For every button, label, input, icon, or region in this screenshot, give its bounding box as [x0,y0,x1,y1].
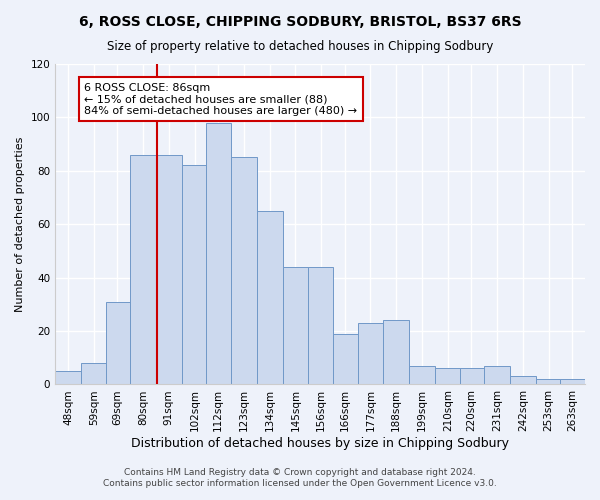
Bar [182,166,206,384]
Text: Contains HM Land Registry data © Crown copyright and database right 2024.
Contai: Contains HM Land Registry data © Crown c… [103,468,497,487]
Bar [106,302,130,384]
Bar [257,211,283,384]
Bar [283,267,308,384]
Bar [383,320,409,384]
Bar [484,366,510,384]
Bar [510,376,536,384]
Bar [206,123,231,384]
Bar [460,368,484,384]
Bar [560,379,585,384]
Text: 6 ROSS CLOSE: 86sqm
← 15% of detached houses are smaller (88)
84% of semi-detach: 6 ROSS CLOSE: 86sqm ← 15% of detached ho… [85,82,358,116]
Text: 6, ROSS CLOSE, CHIPPING SODBURY, BRISTOL, BS37 6RS: 6, ROSS CLOSE, CHIPPING SODBURY, BRISTOL… [79,15,521,29]
Bar [333,334,358,384]
Bar [308,267,333,384]
Bar [358,323,383,384]
Bar [435,368,460,384]
X-axis label: Distribution of detached houses by size in Chipping Sodbury: Distribution of detached houses by size … [131,437,509,450]
Bar [156,155,182,384]
Bar [409,366,435,384]
Bar [536,379,560,384]
Y-axis label: Number of detached properties: Number of detached properties [15,136,25,312]
Bar [55,371,81,384]
Text: Size of property relative to detached houses in Chipping Sodbury: Size of property relative to detached ho… [107,40,493,53]
Bar [130,155,156,384]
Bar [231,158,257,384]
Bar [81,363,106,384]
